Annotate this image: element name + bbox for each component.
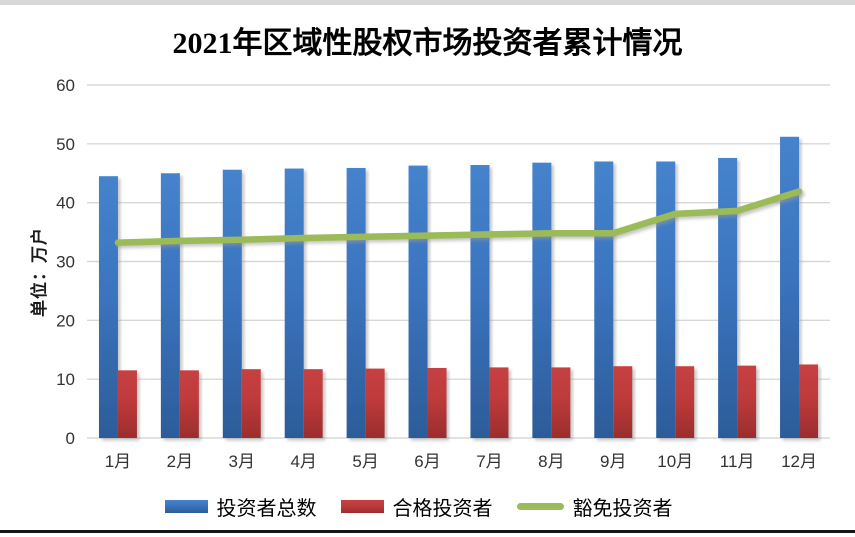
chart-title: 2021年区域性股权市场投资者累计情况 <box>172 27 683 60</box>
qualified-investors-bar <box>489 367 509 438</box>
x-tick-label: 12月 <box>781 452 817 471</box>
qualified-investors-bar <box>241 369 261 438</box>
top-border <box>0 0 855 5</box>
y-tick-label: 30 <box>56 253 75 272</box>
total-investors-bar <box>470 165 490 438</box>
blue-bar-swatch-icon <box>164 500 208 513</box>
qualified-investors-bar <box>737 365 757 438</box>
line-series <box>114 188 803 246</box>
total-investors-bar <box>532 162 552 438</box>
total-investors-bar <box>408 165 428 438</box>
total-investors-bar <box>594 161 614 438</box>
y-tick-label: 40 <box>56 194 75 213</box>
x-tick-label: 9月 <box>600 452 626 471</box>
chart-legend: 投资者总数 合格投资者 豁免投资者 <box>0 492 855 521</box>
x-tick-label: 6月 <box>414 452 440 471</box>
bottom-border <box>0 530 855 533</box>
green-line-swatch-icon <box>516 503 564 510</box>
qualified-investors-bar <box>427 367 447 438</box>
legend-label: 投资者总数 <box>216 498 317 520</box>
exempt-investors-line <box>114 188 803 246</box>
qualified-investors-bar <box>365 368 385 438</box>
qualified-investors-bar <box>799 364 819 438</box>
total-investors-bar <box>718 157 738 438</box>
y-tick-label: 20 <box>56 311 75 330</box>
y-tick-label: 60 <box>56 76 75 95</box>
legend-label: 合格投资者 <box>392 498 493 520</box>
x-tick-label: 7月 <box>476 452 502 471</box>
bar-series <box>98 136 819 439</box>
x-axis-tick-labels: 1月 2月 3月 4月 5月 6月 7月 8月 9月 10月 11月 12月 <box>105 452 817 471</box>
x-tick-label: 5月 <box>352 452 378 471</box>
x-tick-label: 10月 <box>657 452 693 471</box>
red-bar-swatch-icon <box>340 500 384 513</box>
total-investors-bar <box>780 136 800 439</box>
gridlines <box>87 84 830 439</box>
legend-item-total-investors: 投资者总数 <box>164 492 335 521</box>
qualified-investors-bar <box>675 366 695 438</box>
x-tick-label: 4月 <box>290 452 316 471</box>
qualified-investors-bar <box>613 366 633 438</box>
total-investors-bar <box>346 167 366 438</box>
total-investors-bar <box>222 169 242 438</box>
legend-item-exempt-investors: 豁免投资者 <box>516 492 691 521</box>
x-tick-label: 2月 <box>167 452 193 471</box>
legend-item-qualified-investors: 合格投资者 <box>340 492 511 521</box>
x-tick-label: 3月 <box>229 452 255 471</box>
y-tick-label: 10 <box>56 370 75 389</box>
qualified-investors-bar <box>303 369 323 438</box>
y-tick-label: 0 <box>66 429 75 448</box>
total-investors-bar <box>98 176 118 439</box>
y-tick-label: 50 <box>56 135 75 154</box>
y-axis-tick-labels: 0 10 20 30 40 50 60 <box>56 76 75 448</box>
qualified-investors-bar <box>179 370 199 438</box>
total-investors-bar <box>284 168 304 438</box>
x-tick-label: 1月 <box>105 452 131 471</box>
legend-label: 豁免投资者 <box>572 498 673 520</box>
x-tick-label: 11月 <box>720 452 755 471</box>
x-tick-label: 8月 <box>538 452 564 471</box>
total-investors-bar <box>160 173 180 438</box>
total-investors-bar <box>656 161 676 438</box>
qualified-investors-bar <box>117 370 137 438</box>
qualified-investors-bar <box>551 367 571 438</box>
